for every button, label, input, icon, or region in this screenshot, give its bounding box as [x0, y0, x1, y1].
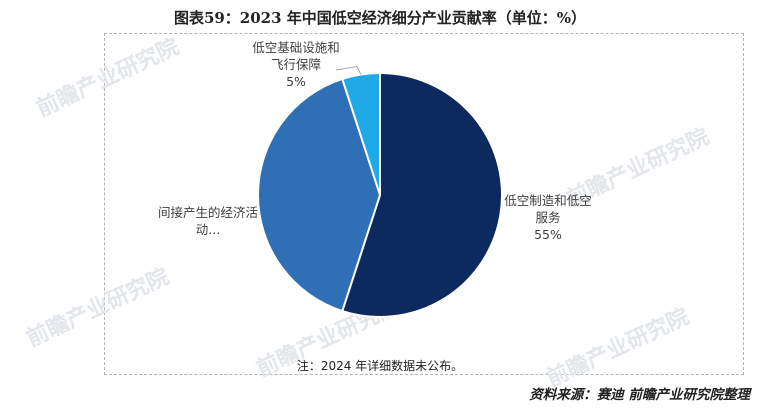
leader-line: [335, 65, 362, 75]
pie-slice: [256, 77, 382, 313]
slice-label: 低空制造和低空服务 55%: [504, 193, 592, 242]
slice-label: 间接产生的经济活动...: [158, 205, 258, 237]
source-text: 资料来源：赛迪 前瞻产业研究院整理: [529, 387, 750, 403]
pie-slice: [341, 71, 381, 196]
chart-frame: [104, 33, 744, 375]
pie-slice: [341, 71, 503, 318]
chart-note: 注：2024 年详细数据未公布。: [296, 359, 464, 373]
slice-label: 低空基础设施和飞行保障 5%: [252, 40, 340, 89]
chart-title: 图表59：2023 年中国低空经济细分产业贡献率（单位：%）: [173, 9, 587, 27]
